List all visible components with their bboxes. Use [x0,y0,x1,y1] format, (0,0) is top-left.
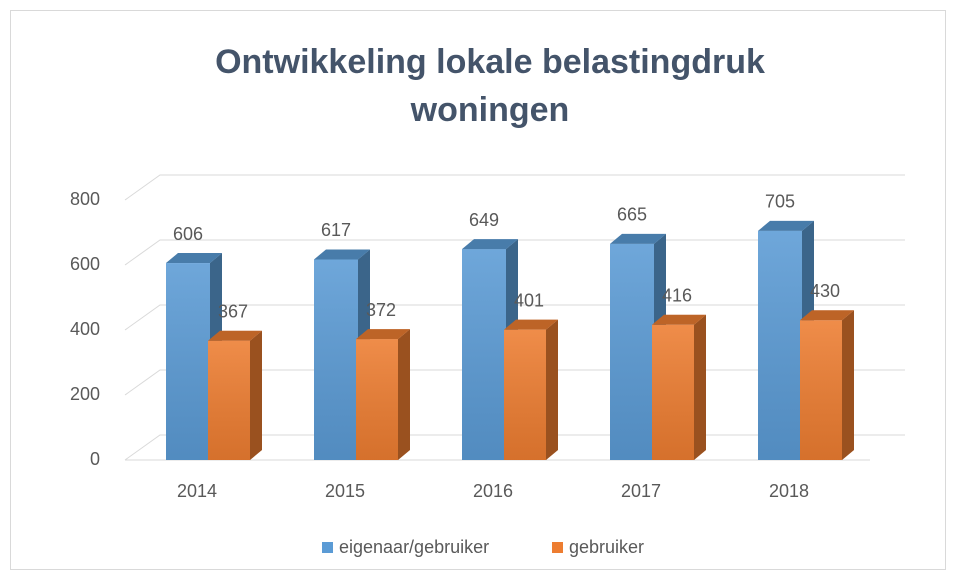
bar-top [800,310,854,321]
bar-top [208,330,262,341]
bar-shade [208,340,250,460]
bar-top-shade [610,233,666,244]
bar-side [398,329,410,460]
bar-shade [462,249,506,460]
bar [356,329,410,460]
bar-shade [314,259,358,460]
value-label: 617 [321,220,351,240]
y-tick-label: 200 [70,384,100,404]
y-tick-label: 400 [70,319,100,339]
legend-label: gebruiker [569,537,644,557]
bar-top [462,239,518,250]
bar-side [546,319,558,460]
bar-side [250,330,262,460]
bar-side-shade [250,330,262,460]
bar [208,330,262,460]
bar-top [314,249,370,260]
bar-top-shade [800,310,854,321]
bar-side-shade [546,319,558,460]
bar-side-shade [694,314,706,460]
bar-top-shade [504,319,558,330]
x-tick-label: 2015 [325,481,365,501]
bar-top-shade [462,239,518,250]
bar [462,239,518,460]
value-label: 705 [765,192,795,212]
x-tick-label: 2017 [621,481,661,501]
value-label: 430 [810,281,840,301]
bar-side-shade [398,329,410,460]
bar-side [842,310,854,460]
value-label: 367 [218,301,248,321]
bar-top-shade [208,330,262,341]
bar-shade [166,263,210,460]
y-tick-label: 600 [70,254,100,274]
chart-frame [10,10,946,570]
bar-top-shade [356,329,410,340]
x-tick-label: 2018 [769,481,809,501]
bar-shade [652,324,694,460]
value-label: 606 [173,224,203,244]
legend-label: eigenaar/gebruiker [339,537,489,557]
bar-shade [610,243,654,460]
bar-shade [356,339,398,460]
bar-top-shade [314,249,370,260]
bar [800,310,854,460]
bar-top [356,329,410,340]
bar [166,253,222,460]
value-label: 401 [514,290,544,310]
bar-shade [800,320,842,460]
grid-line [124,174,905,201]
bar-top-shade [758,220,814,231]
bar-top [166,253,222,264]
bar [652,314,706,460]
y-tick-label: 800 [70,189,100,209]
value-label: 416 [662,286,692,306]
chart-title: Ontwikkeling lokale belastingdruk woning… [215,43,765,129]
legend-swatch [552,542,563,553]
value-label: 665 [617,205,647,225]
value-label: 649 [469,210,499,230]
bar-top [758,220,814,231]
bar-top-shade [166,253,222,264]
bar-top-shade [652,314,706,325]
x-tick-label: 2016 [473,481,513,501]
value-label: 372 [366,300,396,320]
bar-side [694,314,706,460]
bar [504,319,558,460]
bar-shade [504,329,546,460]
y-tick-label: 0 [90,449,100,469]
x-tick-label: 2014 [177,481,217,501]
bar-side-shade [842,310,854,460]
legend-swatch [322,542,333,553]
bar-top [504,319,558,330]
bar-top [652,314,706,325]
bar-shade [758,230,802,460]
bar-top [610,233,666,244]
